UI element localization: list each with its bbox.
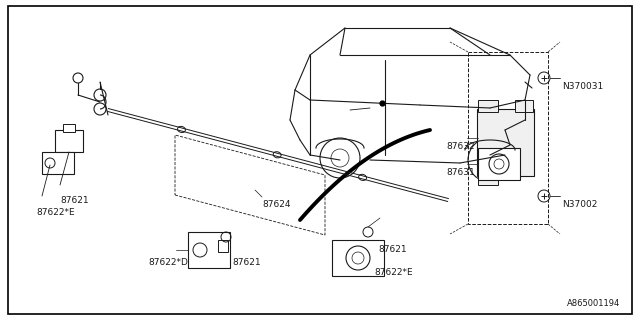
Bar bbox=[515, 100, 533, 112]
Text: 87622*E: 87622*E bbox=[374, 268, 413, 277]
Text: 87621: 87621 bbox=[378, 245, 406, 254]
Text: 87621: 87621 bbox=[60, 196, 88, 205]
Bar bbox=[478, 148, 520, 180]
Text: 87621: 87621 bbox=[232, 258, 260, 267]
FancyBboxPatch shape bbox=[477, 109, 534, 176]
Ellipse shape bbox=[358, 174, 367, 180]
Text: 87622*D: 87622*D bbox=[148, 258, 188, 267]
Bar bbox=[218, 240, 228, 252]
Text: N370031: N370031 bbox=[562, 82, 604, 91]
Text: 87624: 87624 bbox=[262, 200, 291, 209]
Bar bbox=[478, 100, 498, 112]
Bar bbox=[63, 124, 75, 132]
Text: A865001194: A865001194 bbox=[567, 299, 620, 308]
Ellipse shape bbox=[177, 126, 186, 132]
Bar bbox=[42, 152, 74, 174]
Ellipse shape bbox=[273, 152, 281, 158]
Bar bbox=[332, 240, 384, 276]
Bar bbox=[468, 52, 548, 224]
Text: 87622*E: 87622*E bbox=[36, 208, 75, 217]
Text: 87632: 87632 bbox=[446, 142, 475, 151]
Bar bbox=[478, 173, 498, 185]
Text: 87631: 87631 bbox=[446, 168, 475, 177]
Bar bbox=[188, 232, 230, 268]
Bar bbox=[55, 130, 83, 152]
Text: N37002: N37002 bbox=[562, 200, 597, 209]
